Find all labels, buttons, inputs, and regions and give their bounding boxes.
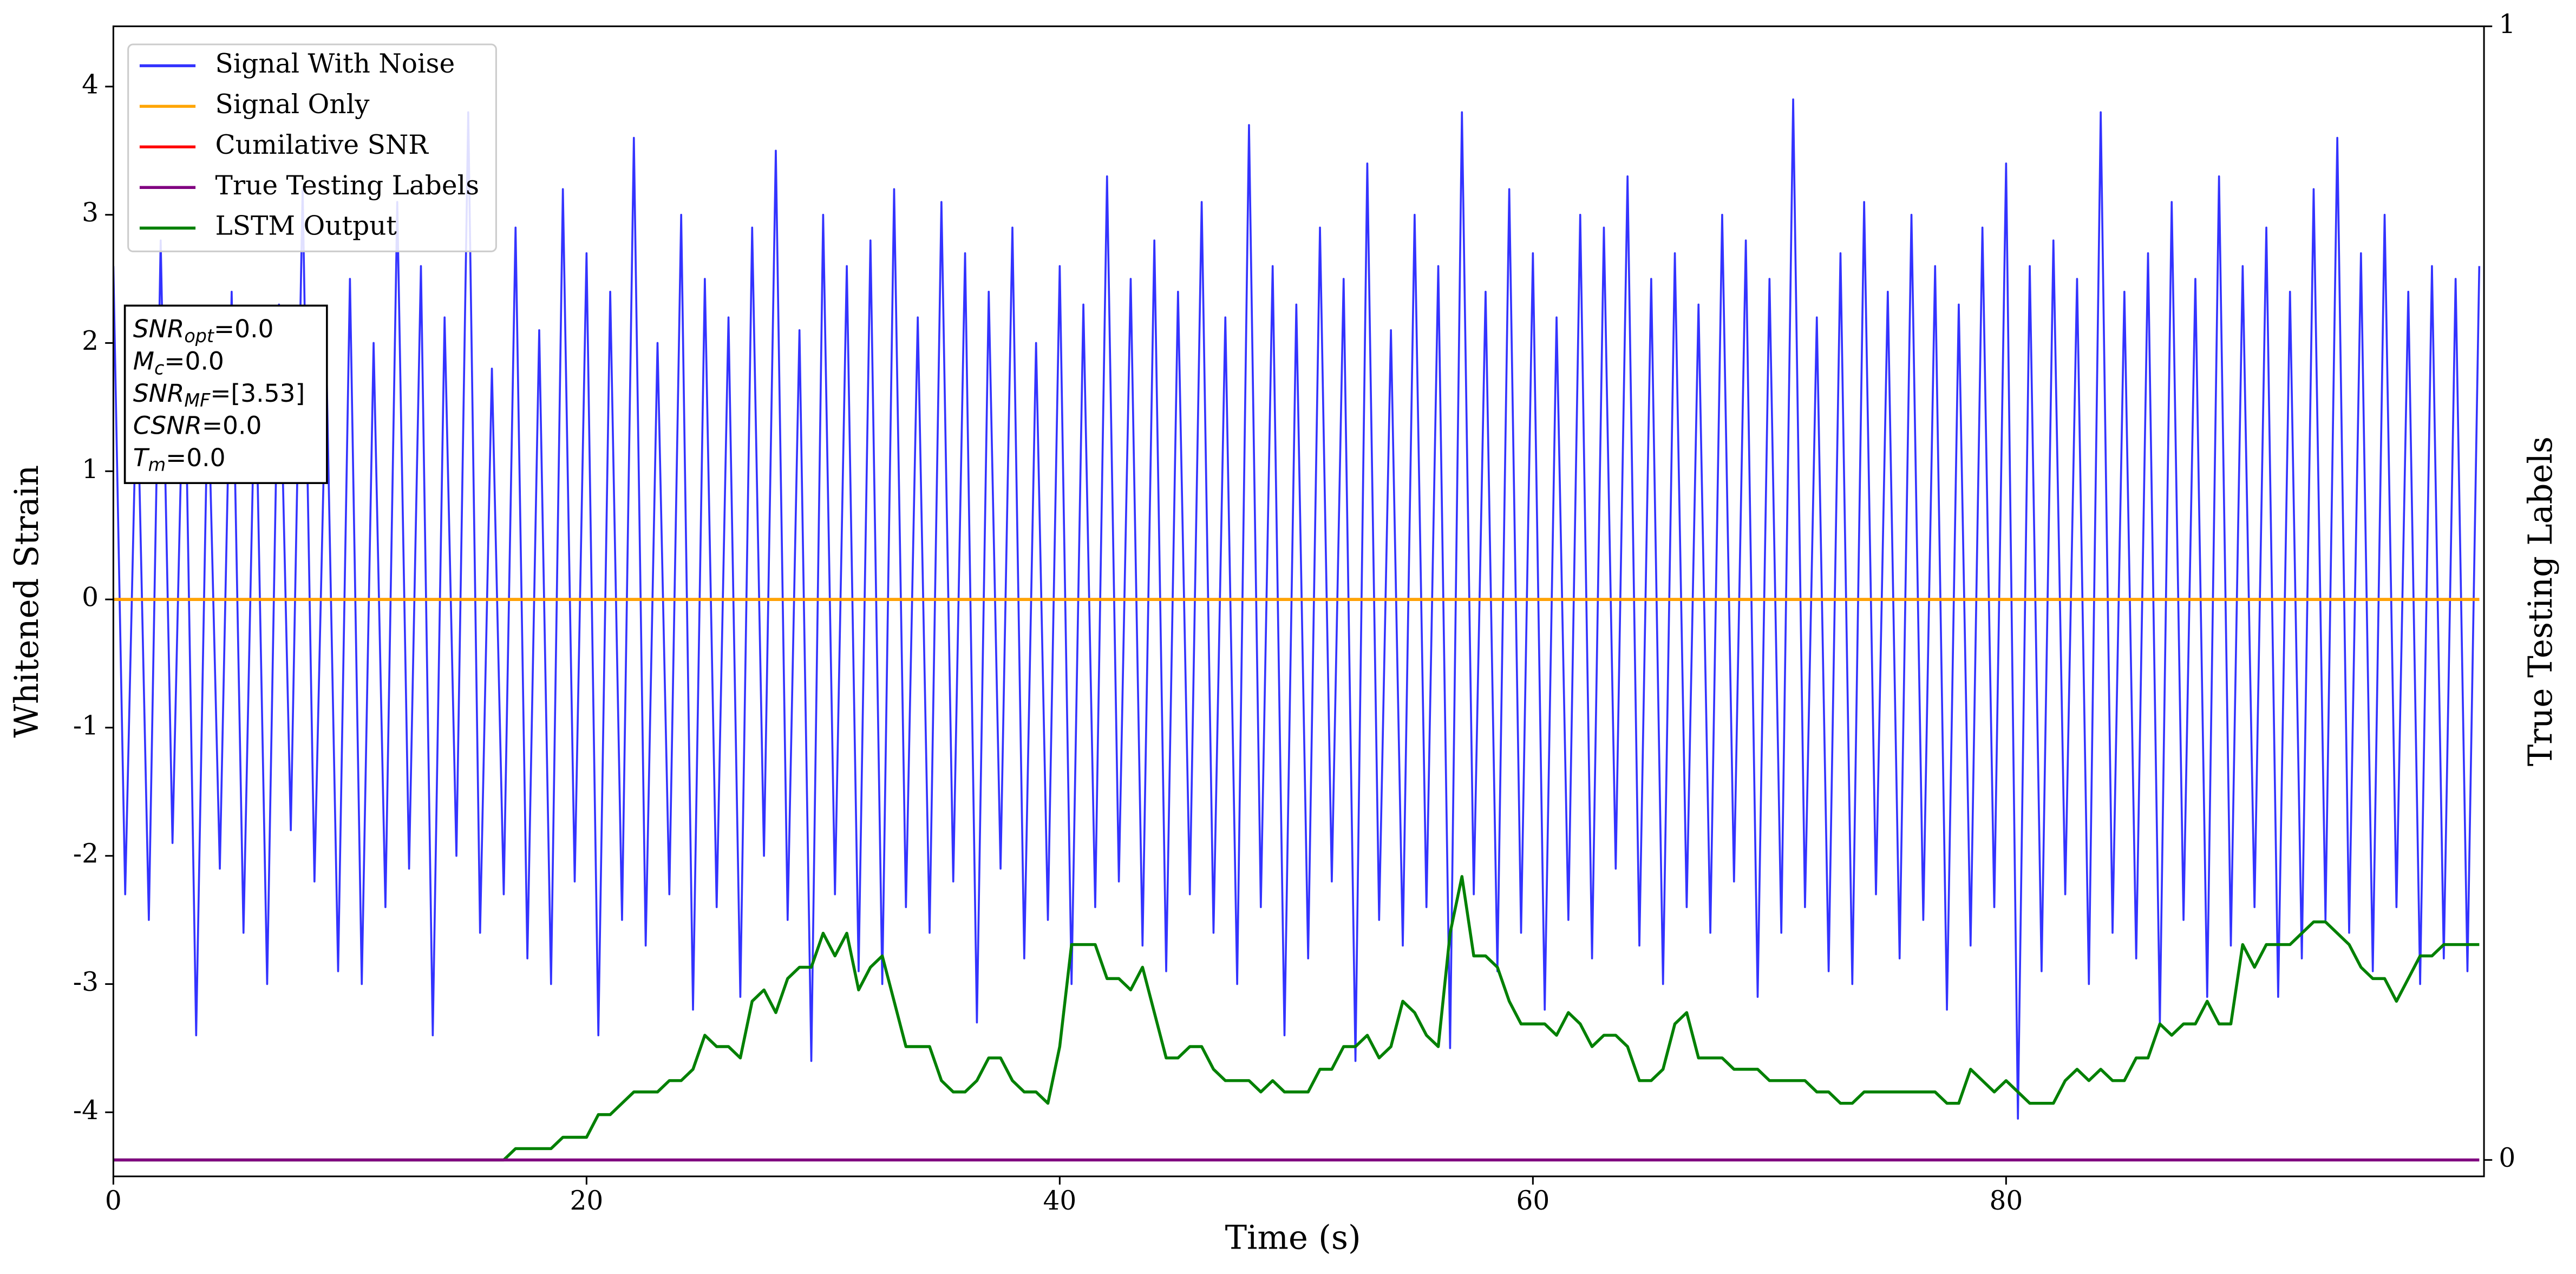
plot-lines [113, 98, 2481, 1162]
y-tick-label: -3 [73, 967, 99, 997]
x-tick-label: 20 [570, 1186, 603, 1216]
annotation-box: SNRopt=0.0Mc=0.0SNRMF=[3.53]CSNR=0.0Tm=0… [123, 304, 328, 484]
y-tick-label: 3 [82, 198, 99, 228]
legend-frame [127, 43, 497, 252]
legend: Signal With Noise Signal Only Cumilative S… [127, 43, 497, 252]
annotation-rest: =0.0 [202, 411, 261, 440]
x-tick-label: 60 [1516, 1186, 1549, 1216]
annotation-rest: =0.0 [214, 314, 273, 343]
annotation-text: Mc=0.0 [133, 347, 224, 378]
legend-label: LSTM Output [215, 211, 397, 241]
annotation-text: SNRMF=[3.53] [133, 378, 305, 410]
annotation-sub: c [154, 357, 164, 378]
y-tick-label: 2 [82, 326, 99, 356]
annotation-rest: =0.0 [166, 443, 225, 472]
y-axis-label: Whitened Strain [8, 465, 46, 738]
annotation-text: CSNR=0.0 [133, 411, 262, 440]
y2-axis-label: True Testing Labels [2522, 436, 2560, 766]
legend-label: True Testing Labels [215, 171, 480, 201]
legend-label: Signal Only [215, 89, 370, 120]
annotation-text: SNRopt=0.0 [133, 314, 274, 346]
annotation-sub: m [148, 454, 166, 475]
annotation-main: SNR [133, 314, 185, 343]
x-tick-label: 80 [1989, 1186, 2023, 1216]
series-line [113, 875, 2480, 1162]
x-axis-label: Time (s) [1225, 1219, 1361, 1257]
annotation-main: T [133, 443, 150, 472]
annotation-frame [123, 304, 328, 484]
legend-label: Cumilative SNR [215, 130, 429, 160]
y-tick-label: -2 [73, 839, 99, 869]
annotation-text: Tm=0.0 [133, 443, 226, 475]
plot-frame [112, 25, 2485, 1178]
legend-label: Signal With Noise [215, 49, 455, 79]
x-tick-label: 0 [105, 1186, 122, 1216]
annotation-rest: =[3.53] [210, 378, 305, 407]
y-tick-label: 1 [82, 454, 99, 485]
y-tick-label: 0 [82, 583, 99, 613]
y2-tick-label: 0 [2499, 1143, 2515, 1173]
annotation-rest: =0.0 [164, 347, 224, 375]
x-tick-label: 40 [1043, 1186, 1076, 1216]
annotation-main: SNR [133, 378, 185, 407]
y-tick-label: -1 [73, 710, 99, 741]
y-tick-label: 4 [82, 69, 99, 100]
y2-tick-label: 1 [2499, 9, 2515, 40]
annotation-main: CSNR [133, 411, 202, 440]
annotation-main: M [133, 347, 154, 375]
annotation-sub: opt [184, 325, 215, 347]
y-tick-label: -4 [73, 1095, 99, 1126]
series-line [113, 98, 2481, 1120]
annotation-sub: MF [184, 390, 211, 411]
